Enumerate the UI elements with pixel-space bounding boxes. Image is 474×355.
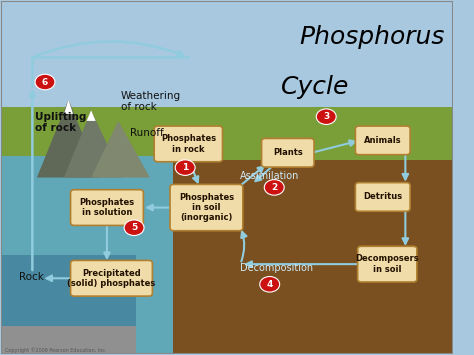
- Text: Assimilation: Assimilation: [240, 171, 300, 181]
- Text: Weathering
of rock: Weathering of rock: [120, 91, 181, 112]
- Text: Copyright ©2009 Pearson Education, Inc.: Copyright ©2009 Pearson Education, Inc.: [5, 347, 107, 353]
- Text: Uplifting
of rock: Uplifting of rock: [35, 112, 86, 133]
- Polygon shape: [37, 100, 100, 178]
- FancyBboxPatch shape: [71, 261, 152, 296]
- Text: Cycle: Cycle: [281, 75, 349, 99]
- FancyBboxPatch shape: [170, 184, 243, 231]
- Text: Runoff: Runoff: [129, 128, 164, 138]
- Text: 6: 6: [42, 77, 48, 87]
- Circle shape: [124, 220, 144, 235]
- Polygon shape: [91, 121, 150, 178]
- Text: Precipitated
(solid) phosphates: Precipitated (solid) phosphates: [67, 269, 155, 288]
- Circle shape: [260, 277, 280, 292]
- Polygon shape: [137, 156, 173, 354]
- FancyBboxPatch shape: [356, 126, 410, 155]
- Text: Detritus: Detritus: [363, 192, 402, 201]
- Text: Phosphates
in soil
(inorganic): Phosphates in soil (inorganic): [179, 193, 234, 223]
- FancyBboxPatch shape: [358, 246, 417, 282]
- FancyBboxPatch shape: [71, 190, 143, 225]
- Circle shape: [175, 160, 195, 175]
- Polygon shape: [87, 110, 96, 121]
- Polygon shape: [64, 100, 73, 114]
- Circle shape: [35, 74, 55, 90]
- Bar: [0, 255, 173, 326]
- Text: 5: 5: [131, 223, 137, 232]
- Text: Decomposers
in soil: Decomposers in soil: [356, 255, 419, 274]
- Text: Rock: Rock: [19, 272, 44, 282]
- Bar: [173, 160, 453, 354]
- Text: Phosphates
in solution: Phosphates in solution: [79, 198, 135, 217]
- Polygon shape: [64, 110, 123, 178]
- FancyBboxPatch shape: [262, 138, 314, 167]
- Circle shape: [316, 109, 336, 125]
- Bar: [0, 326, 173, 354]
- Text: Decomposition: Decomposition: [240, 263, 313, 273]
- Text: 3: 3: [323, 112, 329, 121]
- Text: Plants: Plants: [273, 148, 303, 157]
- FancyBboxPatch shape: [356, 182, 410, 211]
- Circle shape: [264, 180, 284, 195]
- Text: 4: 4: [266, 280, 273, 289]
- Text: Phosphorus: Phosphorus: [299, 26, 445, 49]
- Text: 1: 1: [182, 163, 188, 172]
- FancyBboxPatch shape: [154, 126, 222, 162]
- Text: Animals: Animals: [364, 136, 401, 145]
- Text: Phosphates
in rock: Phosphates in rock: [161, 134, 216, 154]
- Text: 2: 2: [271, 183, 277, 192]
- Bar: [0, 107, 453, 178]
- Bar: [0, 156, 173, 255]
